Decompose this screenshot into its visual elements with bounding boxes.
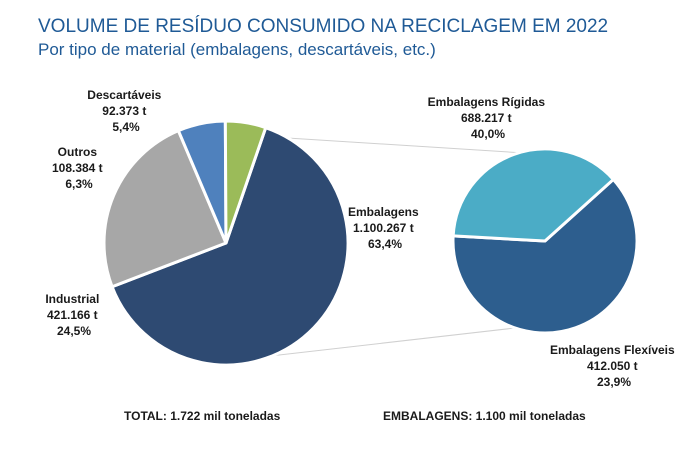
embalagens-total-label: EMBALAGENS: 1.100 mil toneladas [383,409,586,423]
connector-line-bottom [234,327,516,361]
slice-embalagens-rigidas [451,177,639,335]
slice-embalagens [110,126,350,367]
slice-percent-industrial: 24,5% [57,324,91,338]
slice-name-industrial: Industrial [45,292,99,306]
slice-name-embalagens: Embalagens [348,205,419,219]
total-label: TOTAL: 1.722 mil toneladas [124,409,281,423]
slice-percent-descartaveis: 5,4% [112,120,140,134]
slice-percent-outros: 6,3% [65,177,93,191]
slice-descartaveis [223,119,268,245]
slice-name-rigidas: Embalagens Rígidas [428,95,546,109]
slice-name-outros: Outros [58,145,98,159]
pie-embalagens [451,147,639,335]
slice-value-descartaveis: 92.373 t [102,104,146,118]
slice-embalagens-flexiveis [451,147,615,243]
chart-subtitle: Por tipo de material (embalagens, descar… [38,40,436,59]
slice-value-rigidas: 688.217 t [461,111,512,125]
slice-percent-embalagens: 63,4% [368,237,402,251]
slice-value-embalagens: 1.100.267 t [353,221,414,235]
slice-name-flexiveis: Embalagens Flexíveis [550,343,675,357]
slice-name-descartaveis: Descartáveis [87,88,161,102]
slice-value-outros: 108.384 t [52,161,103,175]
slice-label-outros: Outros 108.384 t 6,3% [52,145,106,191]
slice-label-descartaveis: Descartáveis 92.373 t 5,4% [87,88,164,134]
chart-title: VOLUME DE RESÍDUO CONSUMIDO NA RECICLAGE… [38,16,609,37]
slice-percent-rigidas: 40,0% [471,127,505,141]
slice-label-rigidas: Embalagens Rígidas 688.217 t 40,0% [428,95,549,141]
slice-percent-flexiveis: 23,9% [597,375,631,389]
slice-value-industrial: 421.166 t [47,308,98,322]
pie-total [102,119,350,367]
slice-label-industrial: Industrial 421.166 t 24,5% [45,292,102,338]
slice-label-embalagens: Embalagens 1.100.267 t 63,4% [348,205,422,251]
slice-value-flexiveis: 412.050 t [587,359,638,373]
slice-industrial [102,129,228,289]
slice-label-flexiveis: Embalagens Flexíveis 412.050 t 23,9% [550,343,678,389]
